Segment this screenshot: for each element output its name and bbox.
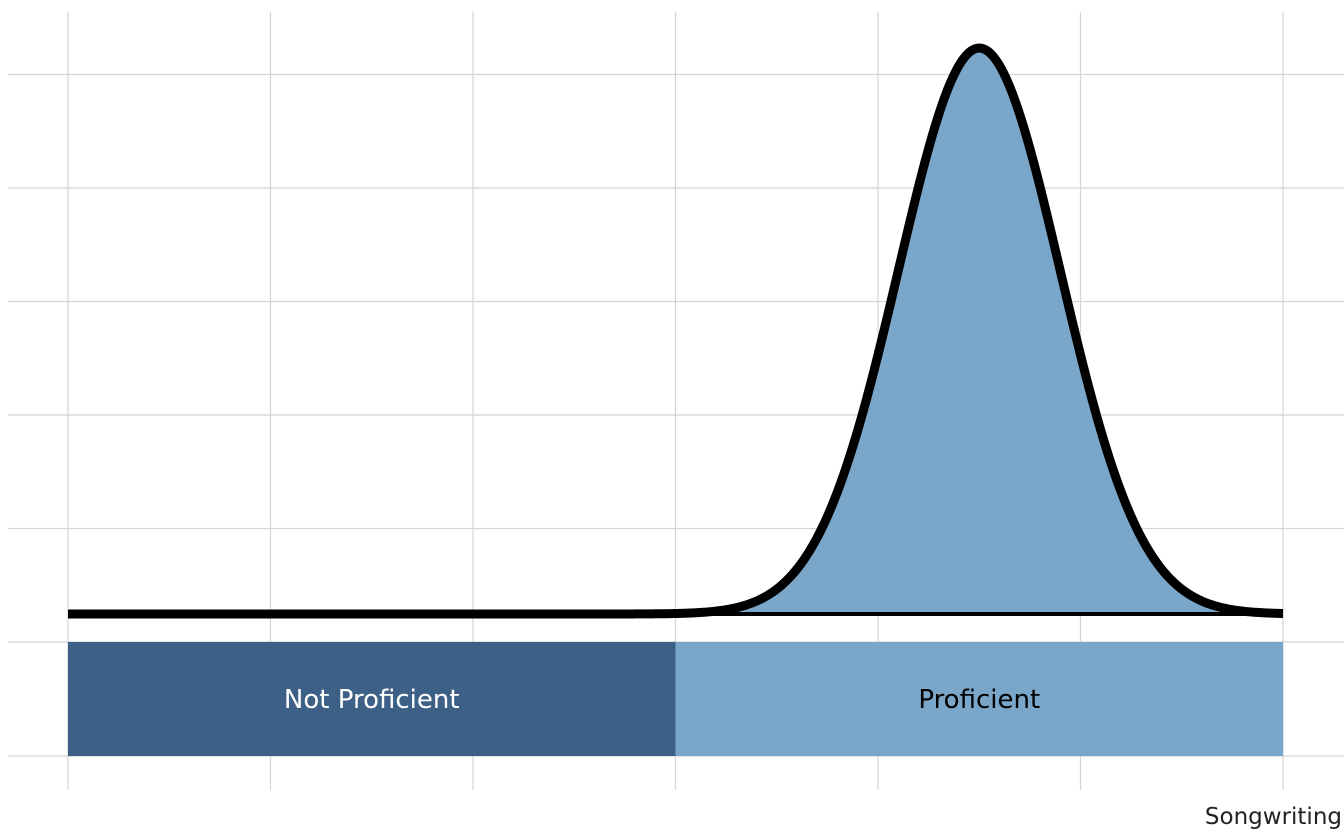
density-fill [675,48,1283,614]
x-axis-label: Songwriting [1205,804,1342,830]
band-not-proficient [68,642,676,756]
band-label: Proficient [918,685,1040,715]
band-proficient [675,642,1283,756]
density-curve-group [65,43,1286,619]
band-label: Not Proficient [284,685,460,715]
proficiency-bands: Not Proficient Proficient [68,642,1283,756]
